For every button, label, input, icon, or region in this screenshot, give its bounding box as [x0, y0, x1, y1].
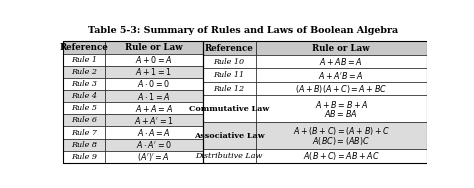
- Bar: [202, 149, 256, 163]
- Text: Associative Law: Associative Law: [194, 132, 264, 140]
- Bar: [256, 41, 427, 55]
- Bar: [202, 96, 256, 122]
- Text: $A + (B + C) = (A + B) + C$: $A + (B + C) = (A + B) + C$: [292, 125, 390, 137]
- Bar: [63, 102, 105, 114]
- Text: Rule 7: Rule 7: [71, 129, 97, 136]
- Text: Rule 4: Rule 4: [71, 92, 97, 100]
- Text: Rule or Law: Rule or Law: [312, 44, 370, 53]
- Text: Rule 10: Rule 10: [214, 58, 245, 66]
- Bar: [63, 54, 105, 66]
- Bar: [202, 68, 256, 82]
- Bar: [105, 114, 202, 127]
- Bar: [63, 151, 105, 163]
- Text: $A + B = B + A$: $A + B = B + A$: [315, 99, 368, 110]
- Bar: [202, 41, 256, 55]
- Text: Rule 12: Rule 12: [214, 85, 245, 93]
- Bar: [105, 127, 202, 139]
- Text: $AB = BA$: $AB = BA$: [324, 108, 358, 119]
- Bar: [256, 96, 427, 122]
- Bar: [63, 90, 105, 102]
- Bar: [256, 122, 427, 149]
- Text: Rule 5: Rule 5: [71, 104, 97, 112]
- Bar: [256, 149, 427, 163]
- Bar: [105, 41, 202, 54]
- Bar: [202, 82, 256, 96]
- Bar: [105, 151, 202, 163]
- Bar: [105, 90, 202, 102]
- Text: $A \cdot 1 = A$: $A \cdot 1 = A$: [137, 91, 171, 102]
- Text: Table 5-3: Summary of Rules and Laws of Boolean Algebra: Table 5-3: Summary of Rules and Laws of …: [88, 26, 398, 35]
- Bar: [63, 139, 105, 151]
- Bar: [202, 41, 427, 163]
- Bar: [202, 55, 256, 68]
- Bar: [256, 55, 427, 68]
- Text: Rule or Law: Rule or Law: [125, 43, 182, 52]
- Bar: [105, 102, 202, 114]
- Bar: [202, 122, 256, 149]
- Text: $A + 0 = A$: $A + 0 = A$: [135, 54, 173, 65]
- Text: Rule 1: Rule 1: [71, 56, 97, 64]
- Text: Rule 6: Rule 6: [71, 116, 97, 124]
- Text: $A + AB = A$: $A + AB = A$: [319, 56, 363, 67]
- Bar: [105, 78, 202, 90]
- Bar: [105, 139, 202, 151]
- Text: Rule 3: Rule 3: [71, 80, 97, 88]
- Bar: [256, 82, 427, 96]
- Text: $A + 1 = 1$: $A + 1 = 1$: [136, 66, 173, 77]
- Bar: [63, 114, 105, 127]
- Text: $A + A = A$: $A + A = A$: [135, 103, 173, 114]
- Text: Distributive Law: Distributive Law: [195, 152, 263, 160]
- Text: Reference: Reference: [60, 43, 109, 52]
- Text: $A \cdot A = A$: $A \cdot A = A$: [137, 127, 171, 138]
- Text: Commutative Law: Commutative Law: [189, 105, 269, 113]
- Text: $A + A'B = A$: $A + A'B = A$: [318, 70, 364, 81]
- Text: $A(BC) = (AB)C$: $A(BC) = (AB)C$: [312, 135, 370, 147]
- Text: $(A')' = A$: $(A')' = A$: [137, 151, 170, 163]
- Text: Reference: Reference: [205, 44, 254, 53]
- Bar: [105, 54, 202, 66]
- Text: $A + A' = 1$: $A + A' = 1$: [134, 115, 174, 126]
- Bar: [63, 41, 202, 163]
- Bar: [63, 78, 105, 90]
- Text: Rule 11: Rule 11: [214, 71, 245, 79]
- Text: $A \cdot 0 = 0$: $A \cdot 0 = 0$: [137, 78, 170, 89]
- Text: $(A + B)(A + C) = A + BC$: $(A + B)(A + C) = A + BC$: [295, 83, 387, 95]
- Text: Rule 8: Rule 8: [71, 141, 97, 149]
- Bar: [63, 41, 105, 54]
- Bar: [63, 66, 105, 78]
- Text: Rule 2: Rule 2: [71, 68, 97, 76]
- Bar: [256, 68, 427, 82]
- Text: $A(B + C) = AB + AC$: $A(B + C) = AB + AC$: [303, 150, 380, 162]
- Bar: [63, 127, 105, 139]
- Text: $A \cdot A' = 0$: $A \cdot A' = 0$: [136, 139, 172, 150]
- Text: Rule 9: Rule 9: [71, 153, 97, 161]
- Bar: [105, 66, 202, 78]
